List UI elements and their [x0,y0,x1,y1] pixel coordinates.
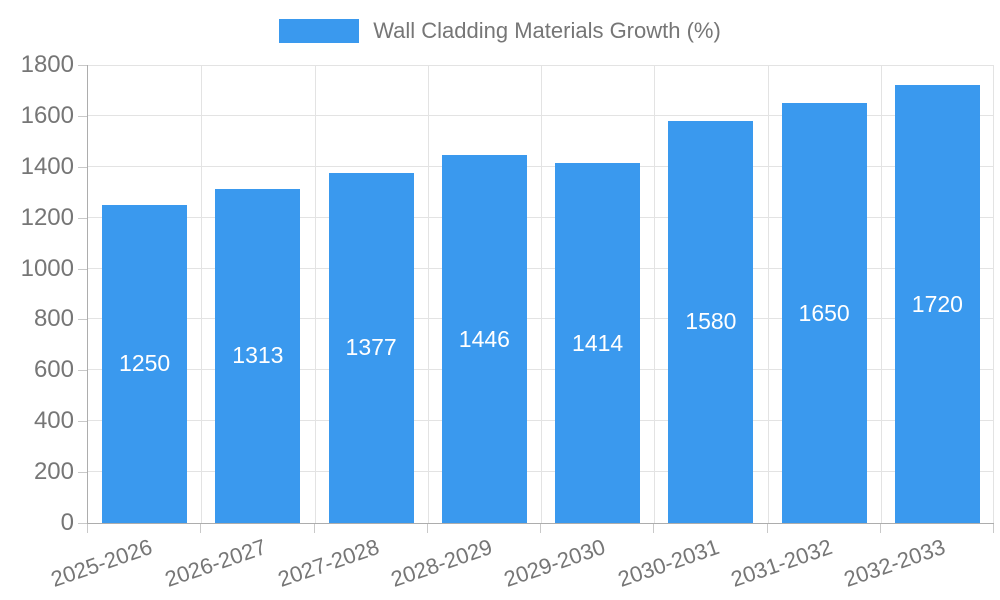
x-tick-mark [880,524,881,533]
y-tick-mark [78,115,87,117]
bar-value-label: 1313 [232,342,284,369]
x-tick-label: 2025-2026 [48,534,156,592]
y-tick-label: 1400 [20,152,74,180]
x-tick-label: 2032-2033 [840,534,949,592]
y-tick-mark [78,472,87,474]
y-tick-label: 1600 [20,101,74,129]
y-tick-mark [78,319,87,321]
v-gridline [315,65,316,523]
y-tick-mark [78,268,87,270]
y-tick-label: 1200 [20,203,74,231]
v-gridline [768,65,769,523]
y-tick-mark [78,421,87,423]
y-tick-label: 1000 [20,254,74,282]
x-tick-mark [314,524,315,533]
bar-2032-2033[interactable]: 1720 [894,85,980,523]
plot-area: 1250 1313 1377 1446 1414 1580 1650 1720 [87,65,994,524]
y-tick-label: 0 [60,509,74,536]
legend-label: Wall Cladding Materials Growth (%) [373,18,721,43]
v-gridline [201,65,202,523]
bar-value-label: 1446 [458,325,510,352]
bar-value-label: 1377 [345,334,397,361]
x-tick-mark [87,524,88,533]
v-gridline [654,65,655,523]
y-tick-label: 1800 [20,51,74,78]
bar-2030-2031[interactable]: 1580 [668,120,754,523]
bar-2028-2029[interactable]: 1446 [441,155,527,523]
bar-2027-2028[interactable]: 1377 [328,172,414,523]
x-tick-mark [653,524,654,533]
v-gridline [541,65,542,523]
x-tick-label: 2028-2029 [387,534,496,592]
y-tick-mark [78,166,87,168]
y-tick-label: 600 [33,356,74,384]
bar-value-label: 1720 [911,290,963,317]
x-tick-mark [767,524,768,533]
x-tick-label: 2027-2028 [274,534,383,592]
x-tick-label: 2029-2030 [501,534,609,592]
bar-2026-2027[interactable]: 1313 [215,188,301,523]
bar-value-label: 1414 [572,329,624,356]
y-tick-mark [78,65,87,66]
bar-2029-2030[interactable]: 1414 [555,163,641,523]
y-tick-label: 800 [33,305,74,333]
v-gridline [993,65,994,523]
y-tick-mark [78,217,87,219]
y-tick-label: 200 [33,458,74,486]
x-tick-mark [427,524,428,533]
y-tick-mark [78,370,87,372]
legend-swatch [279,19,360,43]
bar-value-label: 1650 [798,299,850,326]
v-gridline [428,65,429,523]
x-tick-label: 2026-2027 [161,534,270,592]
y-tick-mark [78,523,87,524]
x-tick-label: 2030-2031 [614,534,723,592]
x-tick-mark [993,524,994,533]
bar-value-label: 1580 [685,308,737,335]
bar-2031-2032[interactable]: 1650 [781,103,867,523]
v-gridline [881,65,882,523]
x-tick-label: 2031-2032 [727,534,836,592]
bar-2025-2026[interactable]: 1250 [102,204,188,523]
x-tick-mark [200,524,201,533]
y-tick-label: 400 [33,407,74,435]
x-tick-mark [540,524,541,533]
chart-legend[interactable]: Wall Cladding Materials Growth (%) [0,18,1000,44]
bar-value-label: 1250 [119,350,171,377]
